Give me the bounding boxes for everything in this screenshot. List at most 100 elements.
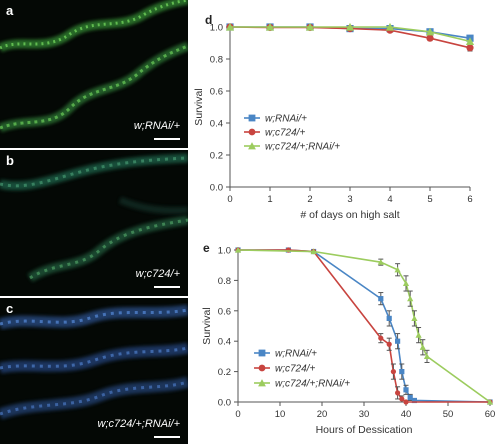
chart-panel-letter: d <box>205 13 212 27</box>
data-point <box>378 335 384 341</box>
data-point <box>466 44 474 52</box>
y-tick-label: 0.8 <box>218 276 231 287</box>
x-tick-label: 0 <box>235 409 240 420</box>
data-point <box>345 22 355 31</box>
x-tick-label: 0 <box>227 194 232 205</box>
legend-label: w;RNAi/+ <box>265 114 307 125</box>
data-point <box>411 315 418 321</box>
y-tick-label: 0.4 <box>218 337 231 348</box>
x-tick-label: 10 <box>275 409 286 420</box>
y-tick-label: 0.6 <box>218 306 231 317</box>
data-point <box>425 27 435 36</box>
x-tick-label: 40 <box>401 409 412 420</box>
scale-bar-b <box>154 286 180 288</box>
data-point <box>419 344 426 350</box>
x-tick-label: 5 <box>427 194 432 205</box>
data-point <box>411 397 417 404</box>
legend-marker <box>258 349 266 357</box>
data-point <box>402 280 410 287</box>
data-point <box>305 22 315 31</box>
data-point <box>486 398 494 405</box>
panel-letter-c: c <box>6 301 14 316</box>
data-point <box>407 295 414 302</box>
y-axis-label: Survival <box>193 88 205 125</box>
y-tick-label: 0.0 <box>210 183 223 194</box>
y-tick-label: 0.0 <box>218 398 231 409</box>
data-point <box>395 338 401 344</box>
legend-label: w;RNAi/+ <box>275 349 317 360</box>
data-point <box>399 369 405 375</box>
micrograph-panel-c: c w;c724/+;RNAi/+ <box>0 298 188 444</box>
scale-bar-a <box>154 138 180 140</box>
legend: w;RNAi/+ w;c724/+ w;c724/+;RNAi/+ <box>244 114 340 153</box>
genotype-label-a: w;RNAi/+ <box>133 120 180 132</box>
x-tick-label: 3 <box>347 194 352 205</box>
data-point <box>399 396 405 402</box>
x-tick-label: 50 <box>443 409 454 420</box>
legend-label: w;c724/+ <box>265 128 305 139</box>
legend-label: w;c724/+;RNAi/+ <box>265 142 340 153</box>
data-point <box>225 22 235 31</box>
panel-letter-a: a <box>6 3 14 18</box>
y-tick-label: 0.8 <box>210 55 223 66</box>
legend-label: w;c724/+ <box>275 364 315 375</box>
chart-d: d 0 1 2 3 4 5 6 0.0 0.2 0.4 0.6 0.8 1.0 # of days on h… <box>193 13 475 221</box>
x-tick-label: 30 <box>359 409 370 420</box>
data-point <box>395 390 401 396</box>
data-point <box>378 296 384 302</box>
x-tick-label: 6 <box>467 194 472 205</box>
x-tick-label: 60 <box>485 409 496 420</box>
y-tick-label: 0.6 <box>210 87 223 98</box>
scale-bar-c <box>154 436 180 438</box>
legend-marker <box>258 364 266 372</box>
y-tick-label: 1.0 <box>218 246 231 257</box>
data-point <box>407 394 413 401</box>
x-axis-label: # of days on high salt <box>300 209 399 221</box>
data-point <box>390 369 396 375</box>
data-point <box>386 341 392 347</box>
chart-e: e 0 10 20 30 40 50 60 0.0 0.2 0.4 0.6 0.8 1.0 Hours of… <box>201 241 495 436</box>
series-w;c724/+ <box>235 247 493 405</box>
series-w;c724/+;RNAi/+ <box>225 22 475 45</box>
x-tick-label: 4 <box>387 194 392 205</box>
data-point <box>265 22 275 31</box>
micrograph-image-b <box>0 153 188 282</box>
data-point <box>386 315 392 321</box>
genotype-label-c: w;c724/+;RNAi/+ <box>97 418 180 430</box>
legend-marker <box>258 379 266 387</box>
data-point <box>415 332 422 338</box>
data-point <box>234 246 242 253</box>
legend: w;RNAi/+ w;c724/+ w;c724/+;RNAi/+ <box>254 349 350 390</box>
data-point <box>377 259 384 265</box>
micrograph-panel-a: a w;RNAi/+ <box>0 0 188 148</box>
legend-marker <box>248 114 256 122</box>
series-w;c724/+;RNAi/+ <box>234 246 494 405</box>
y-axis-label: Survival <box>201 307 213 344</box>
data-point <box>423 353 431 359</box>
series-w;RNAi/+ <box>235 247 493 405</box>
chart-panel-letter: e <box>203 241 210 255</box>
legend-marker <box>248 142 256 150</box>
x-tick-label: 1 <box>267 194 272 205</box>
x-axis-label: Hours of Dessication <box>316 424 413 436</box>
data-point <box>310 248 317 255</box>
legend-marker <box>248 128 256 136</box>
y-tick-label: 1.0 <box>210 23 223 34</box>
x-tick-label: 20 <box>317 409 328 420</box>
data-point <box>385 22 395 31</box>
data-point <box>426 34 434 42</box>
data-point <box>465 37 475 45</box>
y-tick-label: 0.2 <box>210 151 223 162</box>
legend-label: w;c724/+;RNAi/+ <box>275 379 350 390</box>
data-point <box>403 387 409 393</box>
y-tick-label: 0.4 <box>210 119 223 130</box>
data-point <box>394 266 401 273</box>
micrograph-image-a <box>0 0 188 133</box>
data-point <box>403 399 409 405</box>
panel-letter-b: b <box>6 153 14 168</box>
micrograph-image-c <box>0 304 188 420</box>
genotype-label-b: w;c724/+ <box>135 268 180 280</box>
x-tick-label: 2 <box>307 194 312 205</box>
micrograph-panel-b: b w;c724/+ <box>0 150 188 296</box>
